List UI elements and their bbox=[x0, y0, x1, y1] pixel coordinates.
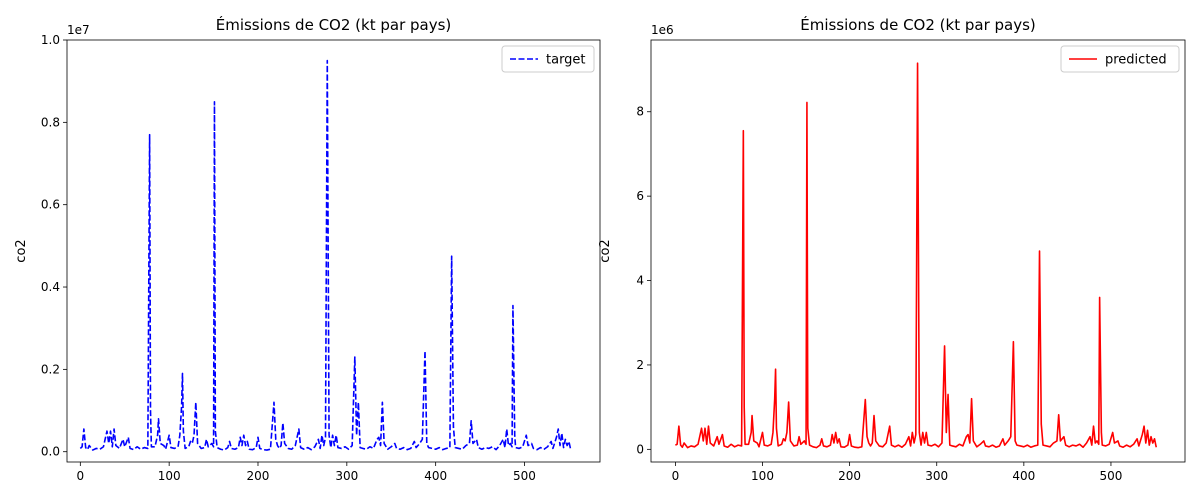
x-tick-label: 400 bbox=[424, 469, 447, 483]
y-scale-exponent: 1e7 bbox=[67, 23, 90, 37]
y-tick-label: 6 bbox=[636, 189, 644, 203]
y-tick-label: 0.2 bbox=[41, 362, 60, 376]
y-axis-label: co2 bbox=[14, 239, 29, 262]
legend-box bbox=[501, 45, 595, 73]
y-tick-label: 0.4 bbox=[41, 280, 60, 294]
y-scale-exponent: 1e6 bbox=[651, 23, 674, 37]
x-tick-label: 100 bbox=[158, 469, 181, 483]
legend-label-predicted: predicted bbox=[1105, 53, 1167, 68]
x-tick-label: 300 bbox=[335, 469, 358, 483]
x-tick-label: 300 bbox=[925, 469, 948, 483]
chart-target: Émissions de CO2 (kt par pays) co2 1e7 0 100… bbox=[14, 15, 601, 483]
legend-box bbox=[1060, 45, 1180, 73]
y-tick-label: 0.0 bbox=[41, 445, 60, 459]
plot-area-frame bbox=[66, 39, 601, 463]
y-tick-label: 8 bbox=[636, 105, 644, 119]
x-tick-label: 200 bbox=[838, 469, 861, 483]
y-tick-label: 2 bbox=[636, 358, 644, 372]
x-tick-label: 500 bbox=[513, 469, 536, 483]
chart-predicted: Émissions de CO2 (kt par pays) co2 1e6 0 100… bbox=[598, 15, 1186, 483]
x-tick-label: 0 bbox=[672, 469, 680, 483]
x-tick-label: 100 bbox=[751, 469, 774, 483]
x-tick-label: 0 bbox=[77, 469, 85, 483]
y-tick-label: 0 bbox=[636, 442, 644, 456]
y-tick-label: 1.0 bbox=[41, 33, 60, 47]
plot-area-frame bbox=[650, 39, 1186, 463]
y-tick-label: 4 bbox=[636, 274, 644, 288]
x-tick-label: 400 bbox=[1012, 469, 1035, 483]
y-axis-label: co2 bbox=[598, 239, 613, 262]
y-tick-label: 0.6 bbox=[41, 198, 60, 212]
chart-title: Émissions de CO2 (kt par pays) bbox=[800, 15, 1036, 34]
x-tick-label: 500 bbox=[1100, 469, 1123, 483]
legend-label-target: target bbox=[546, 53, 586, 68]
chart-title: Émissions de CO2 (kt par pays) bbox=[216, 15, 452, 34]
series-line-predicted bbox=[675, 62, 1158, 449]
x-tick-label: 200 bbox=[247, 469, 270, 483]
y-tick-label: 0.8 bbox=[41, 115, 60, 129]
series-line-target bbox=[79, 59, 572, 451]
